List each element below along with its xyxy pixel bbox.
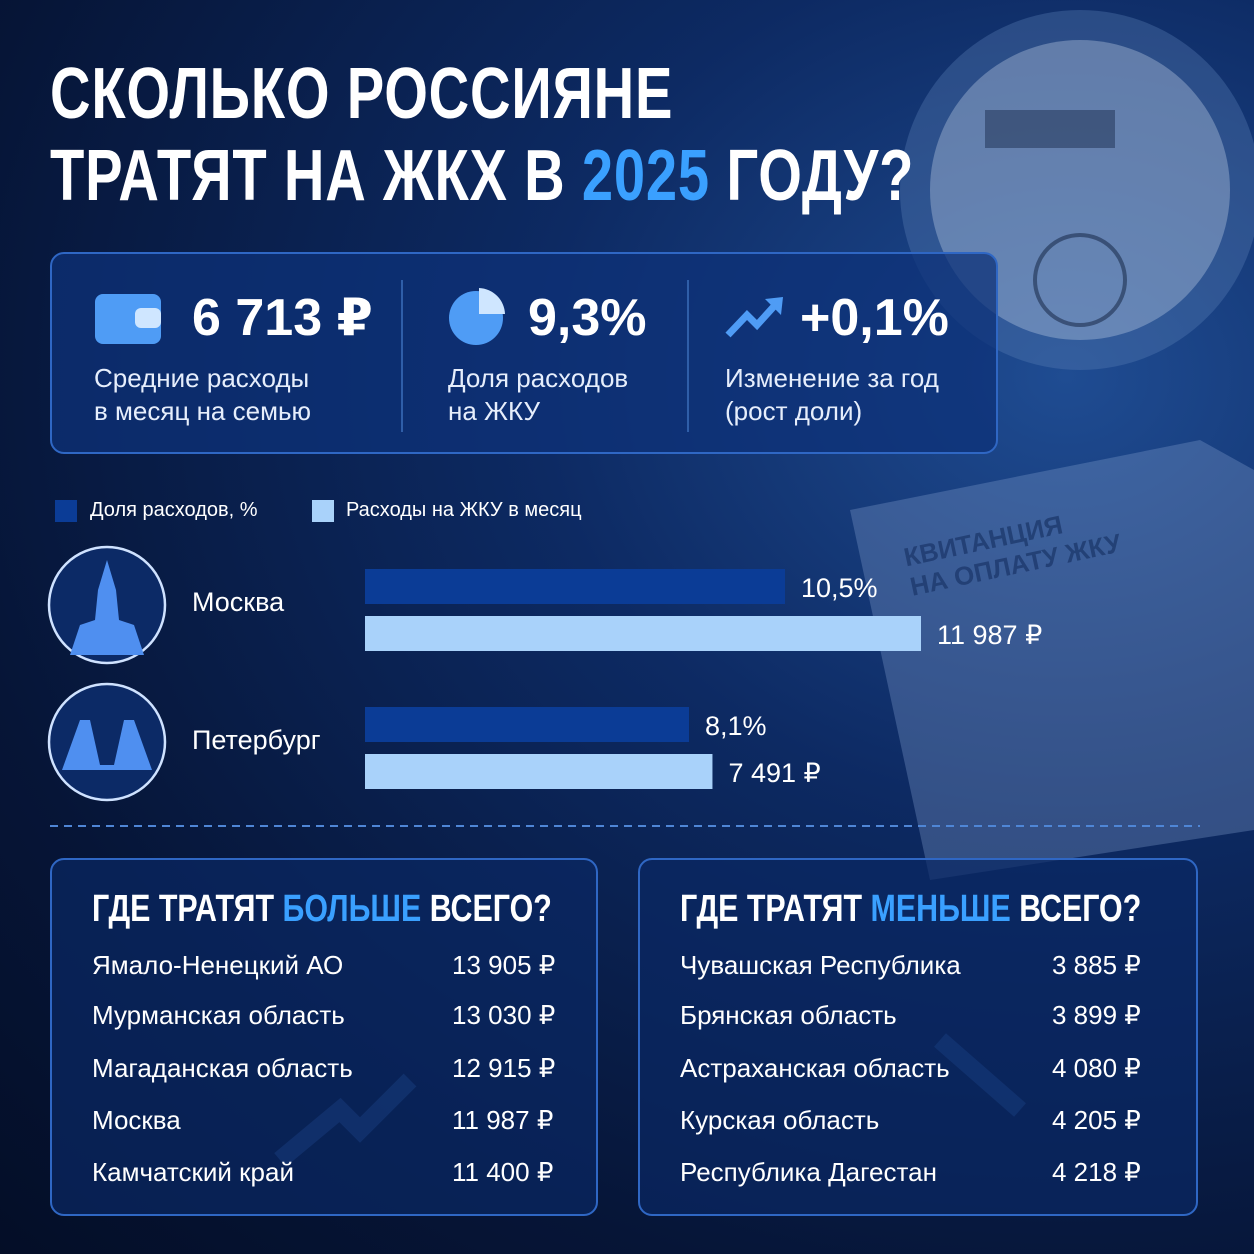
stat-value: 9,3% xyxy=(528,289,647,347)
city-name: Москва xyxy=(192,587,285,617)
panel-title-part: БОЛЬШЕ xyxy=(282,888,422,930)
title-line: ТРАТЯТ НА ЖКХ В 2025 ГОДУ? xyxy=(50,140,914,212)
region-name: Магаданская область xyxy=(92,1053,353,1083)
panel-title-part: МЕНЬШЕ xyxy=(870,888,1011,930)
region-value: 4 218 ₽ xyxy=(1052,1157,1141,1187)
stat-value: 6 713 ₽ xyxy=(192,289,373,347)
region-name: Москва xyxy=(92,1105,181,1135)
stat-label: на ЖКУ xyxy=(448,396,541,426)
region-name: Курская область xyxy=(680,1105,880,1135)
stat-label: Изменение за год xyxy=(725,363,939,393)
title-year: 2025 xyxy=(581,136,710,216)
trend-icon xyxy=(725,297,783,338)
city-name: Петербург xyxy=(192,725,321,755)
title-text: ГОДУ? xyxy=(726,136,915,216)
value-label: 7 491 ₽ xyxy=(728,758,820,788)
pie-icon xyxy=(449,288,505,345)
title-text: ТРАТЯТ НА ЖКХ В xyxy=(50,136,566,216)
legend-swatch xyxy=(55,500,77,522)
region-value: 4 205 ₽ xyxy=(1052,1105,1141,1135)
stat-label: Доля расходов xyxy=(448,363,629,393)
bar-chart: 10,5% 11 987 ₽ 8,1% 7 491 ₽ xyxy=(365,569,1042,789)
stat-label: Средние расходы xyxy=(94,363,310,393)
region-value: 3 885 ₽ xyxy=(1052,950,1141,980)
legend-label: Расходы на ЖКУ в месяц xyxy=(346,499,582,521)
bar xyxy=(365,754,713,789)
panel-title-part: ВСЕГО? xyxy=(1019,888,1142,930)
legend-label: Доля расходов, % xyxy=(90,499,258,521)
bar xyxy=(365,616,921,651)
region-value: 13 905 ₽ xyxy=(452,950,556,980)
region-name: Брянская область xyxy=(680,1000,897,1030)
stat-label: в месяц на семью xyxy=(94,396,311,426)
legend-swatch xyxy=(312,500,334,522)
region-value: 3 899 ₽ xyxy=(1052,1000,1141,1030)
panel-title: ГДЕ ТРАТЯТ МЕНЬШЕ ВСЕГО? xyxy=(680,888,1141,931)
stat-value: +0,1% xyxy=(800,289,949,347)
region-value: 11 400 ₽ xyxy=(452,1157,554,1187)
region-value: 11 987 ₽ xyxy=(452,1105,554,1135)
panel-most xyxy=(50,858,598,1216)
title-line: СКОЛЬКО РОССИЯНЕ xyxy=(50,54,674,134)
region-name: Чувашская Республика xyxy=(680,950,961,980)
divider xyxy=(401,280,403,432)
region-value: 12 915 ₽ xyxy=(452,1053,556,1083)
panel-title-part: ГДЕ ТРАТЯТ xyxy=(92,888,275,930)
value-label: 10,5% xyxy=(801,573,878,603)
divider xyxy=(687,280,689,432)
value-label: 11 987 ₽ xyxy=(937,620,1042,650)
value-label: 8,1% xyxy=(705,711,767,741)
panel-title: ГДЕ ТРАТЯТ БОЛЬШЕ ВСЕГО? xyxy=(92,888,552,931)
bar xyxy=(365,707,689,742)
panel-title-part: ВСЕГО? xyxy=(429,888,552,930)
stat-label: (рост доли) xyxy=(725,396,863,426)
region-name: Ямало-Ненецкий АО xyxy=(92,950,344,980)
panel-title-part: ГДЕ ТРАТЯТ xyxy=(680,888,863,930)
panel-least xyxy=(638,858,1198,1216)
region-name: Астраханская область xyxy=(680,1053,950,1083)
region-value: 4 080 ₽ xyxy=(1052,1053,1141,1083)
wallet-icon xyxy=(95,294,161,344)
region-name: Камчатский край xyxy=(92,1157,294,1187)
stats-card xyxy=(50,252,998,454)
bar xyxy=(365,569,785,604)
region-value: 13 030 ₽ xyxy=(452,1000,556,1030)
region-name: Республика Дагестан xyxy=(680,1157,937,1187)
region-name: Мурманская область xyxy=(92,1000,345,1030)
